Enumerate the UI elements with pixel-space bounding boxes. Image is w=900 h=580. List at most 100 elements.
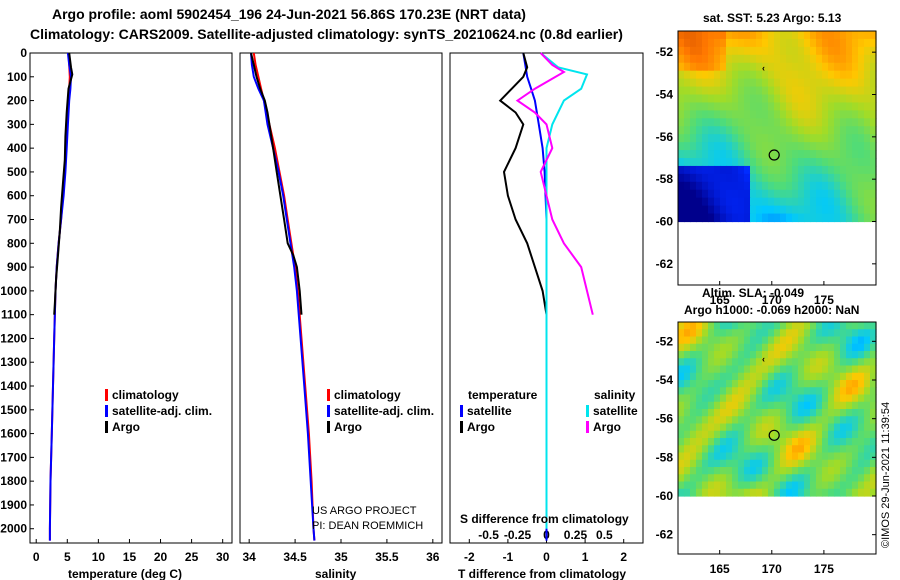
heatmap-cell [678, 134, 685, 143]
heatmap-cell [798, 459, 805, 468]
heatmap-cell [828, 142, 835, 151]
heatmap-cell [792, 46, 799, 56]
heatmap-cell [822, 387, 829, 396]
heatmap-cell [828, 394, 835, 403]
heatmap-cell [762, 86, 769, 96]
heatmap-cell [684, 358, 691, 367]
heatmap-cell [762, 401, 769, 410]
legend-label-satellite: satellite-adj. clim. [334, 404, 434, 418]
heatmap-cell [816, 31, 823, 40]
heatmap-cell [726, 197, 733, 207]
heatmap-cell [702, 142, 709, 151]
legend-swatch-argo [105, 421, 108, 433]
heatmap-cell [768, 365, 775, 374]
heatmap-cell [702, 380, 709, 388]
heatmap-cell [864, 481, 871, 490]
heatmap-cell [732, 438, 739, 446]
heatmap-cell [762, 213, 769, 223]
heatmap-cell [792, 423, 799, 432]
heatmap-cell [804, 62, 811, 72]
s-tick-label: 0.25 [564, 528, 588, 542]
heatmap-cell [858, 134, 865, 143]
heatmap-cell [834, 459, 841, 468]
difference-legend: temperature salinity satellite Argo sate… [460, 388, 638, 434]
heatmap-cell [762, 481, 769, 490]
heatmap-cell [720, 31, 727, 40]
heatmap-cell [756, 86, 763, 96]
heatmap-cell [828, 62, 835, 72]
heatmap-cell [732, 416, 739, 425]
heatmap-cell [780, 423, 787, 432]
heatmap-cell [750, 142, 757, 151]
heatmap-cell [774, 62, 781, 72]
heatmap-cell [798, 322, 805, 330]
heatmap-cell [714, 358, 721, 367]
heatmap-cell [744, 430, 751, 439]
heatmap-cell [744, 416, 751, 425]
heatmap-cell [726, 102, 733, 111]
heatmap-cell [720, 86, 727, 96]
heatmap-cell [786, 358, 793, 367]
heatmap-cell [846, 459, 853, 468]
heatmap-cell [780, 467, 787, 475]
heatmap-cell [756, 351, 763, 359]
heatmap-cell [702, 409, 709, 417]
heatmap-cell [786, 46, 793, 56]
heatmap-cell [816, 467, 823, 475]
heatmap-cell [708, 165, 715, 175]
heatmap-cell [720, 452, 727, 461]
heatmap-cell [762, 343, 769, 352]
heatmap-cell [696, 394, 703, 403]
heatmap-cell [750, 118, 757, 127]
heatmap-cell [852, 31, 859, 40]
heatmap-cell [744, 481, 751, 490]
heatmap-cell [768, 336, 775, 345]
heatmap-cell [840, 322, 847, 330]
heatmap-cell [858, 38, 865, 48]
heatmap-cell [810, 38, 817, 48]
heatmap-cell [726, 467, 733, 475]
heatmap-cell [678, 394, 685, 403]
heatmap-cell [720, 38, 727, 48]
difference-lines [498, 52, 594, 541]
heatmap-cell [780, 459, 787, 468]
heatmap-cell [828, 38, 835, 48]
heatmap-cell [792, 445, 799, 454]
x-tick-label: -2 [464, 550, 475, 564]
heatmap-cell [696, 488, 703, 497]
heatmap-cell [744, 336, 751, 345]
heatmap-cell [678, 181, 685, 191]
heatmap-cell [708, 409, 715, 417]
depth-tick-label: 1900 [0, 498, 27, 512]
heatmap-cell [750, 102, 757, 111]
x-tick-label: 30 [216, 550, 230, 564]
heatmap-cell [744, 31, 751, 40]
heatmap-cell [696, 165, 703, 175]
heatmap-cell [816, 205, 823, 215]
heatmap-cell [696, 423, 703, 432]
heatmap-cell [744, 150, 751, 159]
heatmap-cell [774, 118, 781, 127]
heatmap-cell [804, 31, 811, 40]
heatmap-cell [726, 62, 733, 72]
heatmap-cell [756, 173, 763, 183]
heatmap-cell [744, 189, 751, 199]
heatmap-cell [828, 31, 835, 40]
heatmap-cell [684, 150, 691, 159]
heatmap-cell [684, 372, 691, 381]
heatmap-cell [696, 438, 703, 446]
heatmap-cell [684, 70, 691, 80]
heatmap-cell [870, 322, 877, 330]
heatmap-cell [696, 365, 703, 374]
heatmap-cell [780, 351, 787, 359]
heatmap-cell [828, 126, 835, 135]
heatmap-cell [708, 430, 715, 439]
heatmap-cell [822, 118, 829, 127]
heatmap-cell [792, 380, 799, 388]
heatmap-cell [690, 205, 697, 215]
heatmap-cell [750, 165, 757, 175]
heatmap-cell [720, 46, 727, 56]
heatmap-cell [732, 38, 739, 48]
heatmap-cell [846, 70, 853, 80]
heatmap-cell [846, 213, 853, 223]
